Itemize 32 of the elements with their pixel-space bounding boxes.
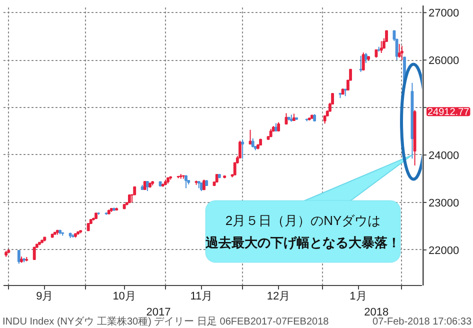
text: 2017	[146, 306, 171, 318]
candlestick	[277, 122, 280, 132]
y-tick-label: 23000	[428, 197, 460, 210]
x-tick-label: 9月	[36, 290, 54, 302]
candlestick	[364, 52, 368, 64]
x-tick-label: 10月	[112, 290, 136, 302]
candlestick	[17, 250, 20, 264]
candlestick	[359, 55, 362, 72]
x-tick-label: 11月	[190, 290, 213, 302]
candlestick	[241, 138, 244, 160]
text: 24912.77	[428, 107, 470, 118]
candlestick	[251, 138, 254, 148]
text: 2018	[364, 306, 389, 318]
candlestick	[248, 129, 252, 145]
x-tick-label: 12月	[266, 290, 290, 302]
candlestick	[184, 175, 188, 189]
candlestick	[146, 180, 149, 192]
candlestick	[400, 45, 404, 61]
candlestick	[398, 43, 401, 58]
candlestick	[362, 52, 365, 72]
text: INDU Index (NYダウ 工業株30種) デイリー 日足 06FEB2017-07FEB2018	[2, 316, 330, 328]
y-tick-label: 24000	[428, 150, 460, 162]
y-tick-label: 22000	[428, 244, 460, 257]
candlestick	[380, 40, 383, 54]
y-tick-label: 26000	[428, 55, 460, 68]
x-tick-label: 1月	[350, 290, 367, 302]
annotation: 過去最大の下げ幅となる大暴落！	[204, 235, 400, 250]
candlestick	[202, 179, 206, 190]
annotation: 2月５日（月）のNYダウは	[225, 213, 381, 228]
candlestick	[32, 246, 36, 260]
y-tick-label: 27000	[428, 8, 460, 20]
text: 07-Feb-2018 17:06:33	[372, 316, 472, 328]
